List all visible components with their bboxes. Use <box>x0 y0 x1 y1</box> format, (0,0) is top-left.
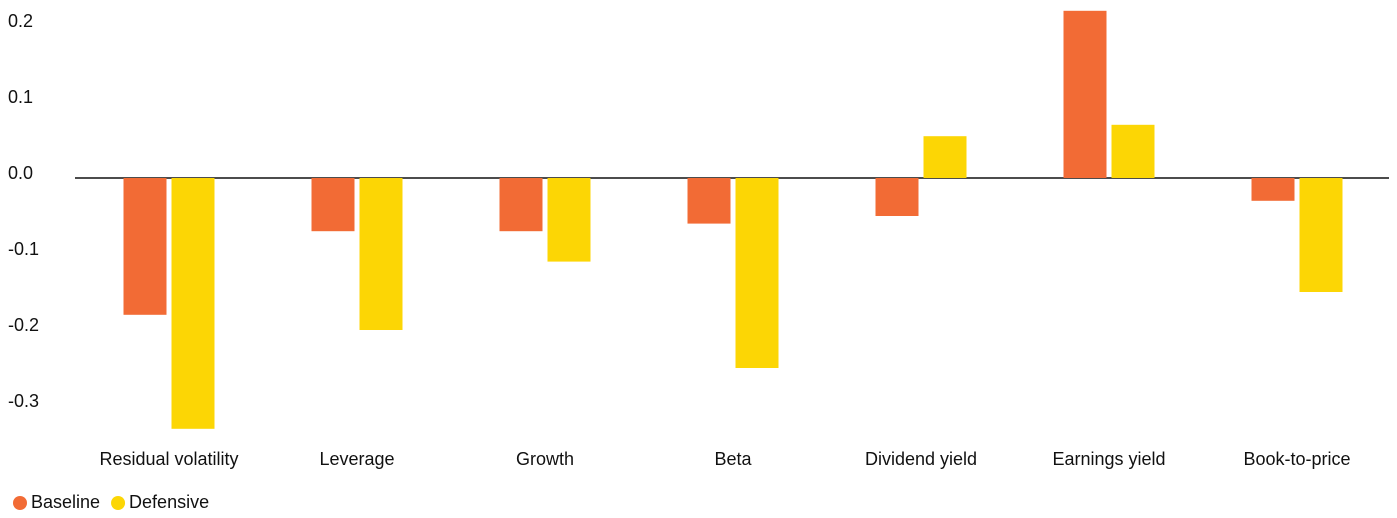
bar <box>499 178 543 232</box>
bar <box>311 178 355 232</box>
legend-label: Baseline <box>31 492 100 512</box>
bar <box>547 178 591 262</box>
x-tick-label: Book-to-price <box>1243 449 1350 469</box>
bar <box>1111 124 1155 178</box>
x-tick-label: Dividend yield <box>865 449 977 469</box>
y-tick-label: 0.0 <box>8 163 33 183</box>
x-tick-label: Growth <box>516 449 574 469</box>
y-tick-label: -0.3 <box>8 391 39 411</box>
x-tick-label: Leverage <box>319 449 394 469</box>
bar <box>875 178 919 216</box>
y-tick-label: 0.1 <box>8 87 33 107</box>
legend-marker <box>111 496 126 510</box>
y-tick-label: 0.2 <box>8 11 33 31</box>
bar <box>687 178 731 224</box>
bar <box>1063 10 1107 178</box>
y-tick-label: -0.2 <box>8 315 39 335</box>
bar <box>171 178 215 429</box>
x-tick-label: Residual volatility <box>99 449 238 469</box>
bar <box>923 136 967 178</box>
bar <box>1299 178 1343 292</box>
legend-marker <box>13 496 27 510</box>
bar <box>359 178 403 330</box>
bar <box>735 178 779 368</box>
bar <box>1251 178 1295 201</box>
legend-label: Defensive <box>129 492 209 512</box>
bar <box>123 178 167 315</box>
x-tick-label: Beta <box>714 449 752 469</box>
x-tick-label: Earnings yield <box>1052 449 1165 469</box>
y-tick-label: -0.1 <box>8 239 39 259</box>
